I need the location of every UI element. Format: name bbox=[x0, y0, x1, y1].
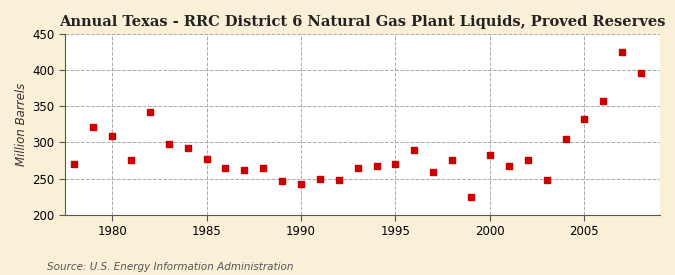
Point bbox=[352, 166, 363, 170]
Point bbox=[333, 178, 344, 182]
Point bbox=[560, 137, 571, 141]
Point bbox=[126, 158, 136, 162]
Point bbox=[201, 157, 212, 161]
Point bbox=[144, 110, 155, 114]
Point bbox=[107, 134, 117, 138]
Point bbox=[390, 162, 401, 166]
Point bbox=[258, 166, 269, 170]
Point bbox=[277, 178, 288, 183]
Point bbox=[409, 147, 420, 152]
Point bbox=[69, 162, 80, 166]
Text: Source: U.S. Energy Information Administration: Source: U.S. Energy Information Administ… bbox=[47, 262, 294, 272]
Point bbox=[504, 164, 514, 169]
Point bbox=[220, 166, 231, 171]
Point bbox=[485, 153, 495, 158]
Point bbox=[296, 182, 306, 186]
Point bbox=[88, 125, 99, 130]
Point bbox=[466, 195, 477, 199]
Point bbox=[371, 163, 382, 168]
Point bbox=[617, 50, 628, 54]
Title: Annual Texas - RRC District 6 Natural Gas Plant Liquids, Proved Reserves: Annual Texas - RRC District 6 Natural Ga… bbox=[59, 15, 666, 29]
Point bbox=[598, 99, 609, 104]
Point bbox=[163, 142, 174, 146]
Point bbox=[182, 146, 193, 150]
Point bbox=[239, 168, 250, 172]
Point bbox=[428, 170, 439, 174]
Point bbox=[636, 70, 647, 75]
Point bbox=[447, 158, 458, 162]
Point bbox=[579, 117, 590, 122]
Point bbox=[315, 176, 325, 181]
Point bbox=[522, 158, 533, 162]
Point bbox=[541, 178, 552, 182]
Y-axis label: Million Barrels: Million Barrels bbox=[15, 83, 28, 166]
